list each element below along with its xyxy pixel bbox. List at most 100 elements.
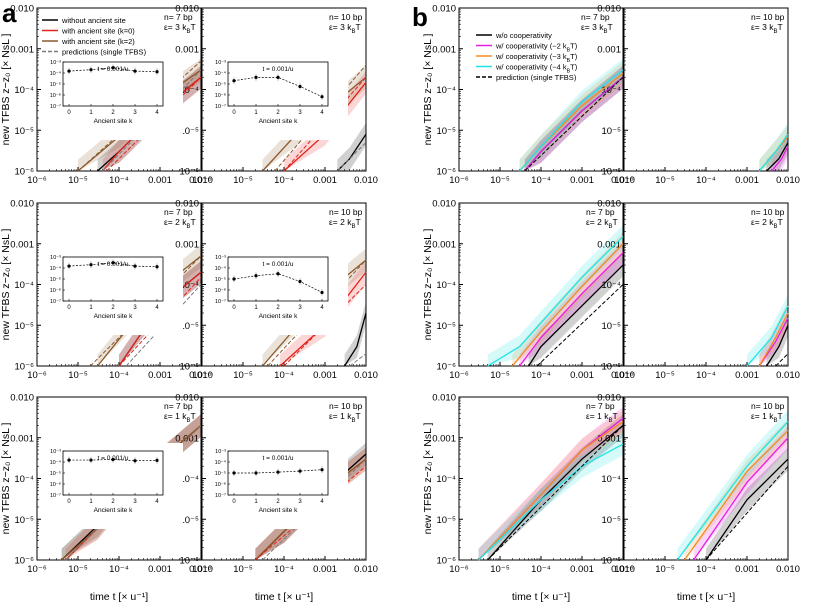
inset-point (155, 458, 159, 462)
inset-title: t = 0.001/u (263, 455, 294, 462)
n-label: n= 7 bp (581, 12, 610, 22)
x-tick-label: 10⁻⁵ (655, 564, 675, 575)
x-tick-label: 0.010 (189, 564, 213, 575)
y-tick-label: 0.001 (597, 239, 621, 250)
inset-point (254, 75, 258, 79)
inset-y-tick-label: 10⁻³ (215, 449, 226, 455)
x-axis-label: time t [× u⁻¹] (677, 591, 735, 603)
x-tick-label: 10⁻⁴ (109, 370, 129, 381)
x-tick-label: 0.001 (148, 175, 172, 186)
y-tick-label: 10⁻⁶ (15, 362, 35, 373)
y-tick-label: 10⁻⁶ (180, 556, 200, 567)
y-tick-label: 0.010 (175, 4, 199, 15)
n-label: n= 7 bp (164, 207, 193, 217)
y-tick-label: 0.001 (175, 44, 199, 55)
inset-y-tick-label: 10⁻³ (50, 60, 61, 66)
inset-y-tick-label: 10⁻⁷ (50, 492, 61, 499)
inset-point (320, 468, 324, 472)
x-tick-label: 10⁻⁴ (274, 175, 294, 186)
inset-y-tick-label: 10⁻⁷ (215, 492, 226, 499)
inset-y-tick-label: 10⁻⁵ (215, 276, 226, 283)
y-tick-label: 0.010 (432, 393, 456, 404)
inset-x-tick-label: 2 (276, 305, 280, 311)
epsilon-label: ε= 3 kBT (329, 22, 361, 35)
series-line-wo_coop (487, 424, 624, 561)
y-tick-label: 10⁻⁶ (180, 167, 200, 178)
y-tick-label: 0.001 (597, 44, 621, 55)
inset-x-tick-label: 1 (89, 499, 93, 505)
inset-x-tick-label: 0 (67, 110, 71, 116)
x-tick-label: 10⁻⁴ (696, 564, 716, 575)
y-tick-label: 10⁻⁶ (602, 362, 622, 373)
x-tick-label: 10⁻⁶ (614, 564, 634, 575)
x-tick-label: 0.001 (735, 564, 759, 575)
band-wo_coop (528, 253, 623, 366)
n-label: n= 10 bp (329, 401, 363, 411)
legend-label-k2: with ancient site (k=2) (61, 37, 135, 46)
inset-point (276, 272, 280, 276)
band-coop2 (519, 241, 623, 366)
y-tick-label: 10⁻⁶ (180, 362, 200, 373)
inset-x-tick-label: 1 (89, 110, 93, 116)
n-label: n= 10 bp (329, 207, 363, 217)
y-tick-label: 10⁻⁶ (15, 556, 35, 567)
inset-x-tick-label: 4 (155, 499, 159, 505)
prediction-line-pred_a (349, 353, 367, 367)
inset-x-tick-label: 2 (276, 110, 280, 116)
inset-point (276, 75, 280, 79)
inset-x-tick-label: 0 (232, 305, 236, 311)
x-tick-label: 10⁻⁵ (490, 370, 510, 381)
band-coop4 (747, 294, 788, 366)
inset-y-tick-label: 10⁻⁶ (50, 481, 61, 488)
inset-x-tick-label: 2 (111, 305, 115, 311)
band-wo_coop (706, 447, 788, 560)
inset-y-tick-label: 10⁻⁷ (215, 103, 226, 110)
prediction-line-pred_a (336, 142, 367, 172)
x-tick-label: 10⁻⁵ (233, 175, 253, 186)
inset-x-tick-label: 2 (111, 499, 115, 505)
prediction-line-pred (487, 425, 624, 561)
series-line-wo_coop (528, 264, 624, 367)
y-tick-label: 0.001 (432, 44, 456, 55)
y-tick-label: 10⁻⁵ (179, 321, 199, 332)
inset-point (133, 69, 137, 73)
x-tick-label: 10⁻⁵ (655, 370, 675, 381)
x-tick-label: 10⁻⁵ (655, 175, 675, 186)
inset-line (233, 77, 323, 98)
legend-label-without: without ancient site (61, 16, 126, 25)
inset-x-tick-label: 4 (320, 110, 324, 116)
inset-x-tick-label: 4 (155, 305, 159, 311)
n-label: n= 10 bp (751, 401, 785, 411)
x-tick-label: 0.001 (313, 370, 337, 381)
inset-y-tick-label: 10⁻⁵ (215, 470, 226, 477)
inset-point (155, 265, 159, 269)
y-tick-label: 0.010 (175, 199, 199, 210)
series-line-coop3 (478, 421, 624, 561)
x-tick-label: 10⁻⁴ (109, 564, 129, 575)
series-line-wo_coop (766, 142, 789, 172)
y-tick-label: 0.010 (432, 199, 456, 210)
y-tick-label: 10⁻⁵ (14, 321, 34, 332)
y-tick-label: 0.010 (10, 199, 34, 210)
y-tick-label: 10⁻⁴ (601, 280, 621, 291)
epsilon-label: ε= 1 kBT (329, 411, 361, 424)
inset-x-tick-label: 3 (298, 110, 302, 116)
inset-point (254, 274, 258, 278)
x-tick-label: 10⁻⁶ (614, 175, 634, 186)
n-label: n= 7 bp (586, 401, 615, 411)
y-tick-label: 10⁻⁶ (437, 362, 457, 373)
x-tick-label: 10⁻⁵ (68, 370, 88, 381)
inset-point (111, 66, 115, 70)
inset-point (232, 471, 236, 475)
x-tick-label: 10⁻⁵ (233, 370, 253, 381)
inset-y-tick-label: 10⁻⁷ (215, 298, 226, 305)
x-tick-label: 10⁻⁶ (27, 564, 47, 575)
inset-x-tick-label: 0 (232, 499, 236, 505)
epsilon-label: ε= 3 kBT (581, 22, 613, 35)
inset-point (232, 79, 236, 83)
x-tick-label: 10⁻⁵ (68, 175, 88, 186)
inset-point (67, 69, 71, 73)
y-tick-label: 10⁻⁴ (436, 85, 456, 96)
